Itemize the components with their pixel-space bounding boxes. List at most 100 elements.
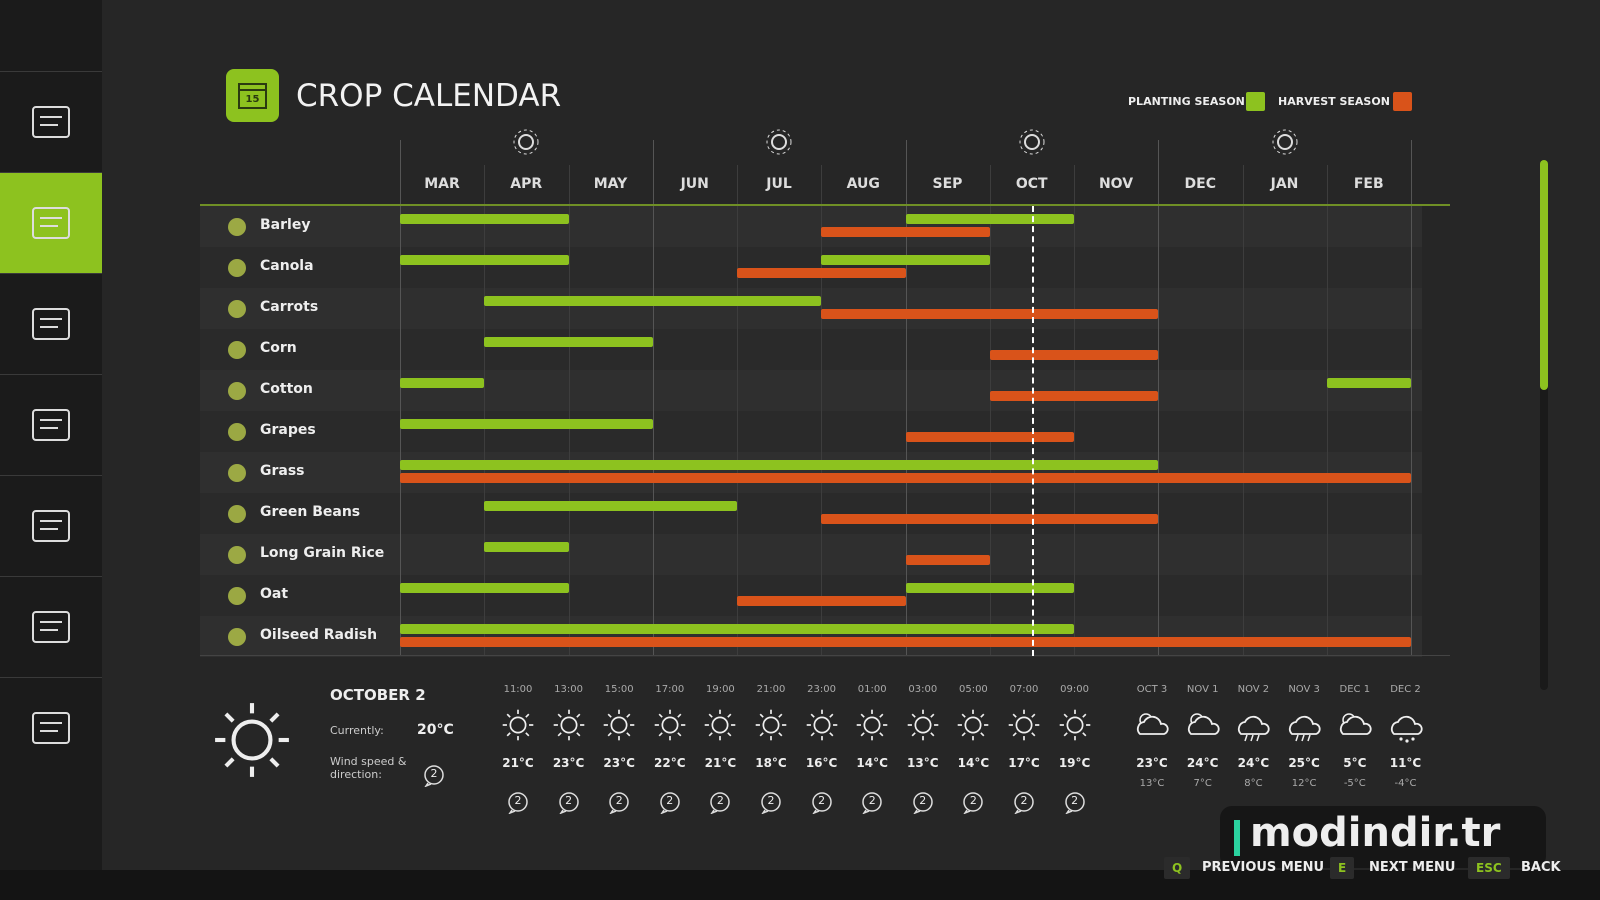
- sun-glyph: [907, 709, 939, 741]
- planting-bar: [821, 255, 990, 265]
- sidebar-item[interactable]: [0, 273, 102, 374]
- scrollbar: [1540, 160, 1548, 690]
- harvest-bar: [905, 432, 1074, 442]
- month-label: JUL: [766, 176, 792, 192]
- hour-time: 21:00: [756, 684, 786, 695]
- hour-time: 01:00: [857, 684, 887, 695]
- planting-bar: [400, 214, 569, 224]
- sidebar-item[interactable]: [0, 475, 102, 576]
- calendar-glyph: 15: [238, 83, 267, 109]
- sun-glyph: [215, 703, 289, 777]
- planting-bar: [400, 378, 485, 388]
- harvest-bar: [737, 596, 906, 606]
- menu-glyph: [32, 712, 70, 744]
- key-label[interactable]: BACK: [1521, 860, 1561, 875]
- hour-temp: 23°C: [552, 756, 585, 770]
- wind-value: 2: [969, 794, 977, 807]
- key-e[interactable]: E: [1330, 857, 1355, 879]
- wind-label: Wind speed & direction:: [330, 755, 407, 781]
- planting-bar: [400, 460, 1159, 470]
- wind-value: 2: [430, 767, 438, 780]
- hour-time: 09:00: [1060, 684, 1089, 695]
- column-line: [652, 140, 654, 655]
- wind-value: 2: [716, 794, 724, 807]
- month-label: MAR: [424, 176, 460, 192]
- sun-glyph: [553, 709, 584, 741]
- weather-date: OCTOBER 2: [330, 686, 426, 704]
- month-label: JUN: [680, 176, 709, 192]
- crop-icon: [228, 300, 246, 318]
- hour-wind: 2: [1063, 790, 1087, 815]
- menu-glyph: [32, 510, 70, 542]
- planting-bar: [484, 296, 822, 306]
- hour-time: 15:00: [604, 684, 634, 695]
- month-label: OCT: [1015, 176, 1048, 192]
- column-line: [1242, 165, 1244, 655]
- hour-temp: 17°C: [1008, 756, 1040, 770]
- season-glyph: [766, 129, 792, 155]
- month-label: JAN: [1270, 176, 1299, 192]
- hour-temp: 21°C: [502, 756, 534, 770]
- wind-value: 2: [818, 794, 826, 807]
- sun-glyph: [603, 709, 635, 741]
- column-line: [821, 165, 823, 655]
- crop-row: Green Beans: [200, 493, 1422, 534]
- crop-icon: [228, 464, 246, 482]
- planting-bar: [400, 419, 653, 429]
- harvest-bar: [821, 227, 990, 237]
- hour-icon: [703, 708, 737, 742]
- header-line: [200, 204, 1450, 206]
- day-icon: [1183, 708, 1223, 744]
- wind-badge: 2: [422, 763, 446, 788]
- planting-bar: [400, 583, 569, 593]
- crop-name: Canola: [260, 258, 314, 274]
- crop-icon: [228, 259, 246, 277]
- month-label: APR: [510, 176, 543, 192]
- day-high: 23°C: [1136, 756, 1168, 770]
- sidebar-item[interactable]: [0, 172, 102, 273]
- sidebar-item[interactable]: [0, 374, 102, 475]
- crop-name: Barley: [260, 217, 311, 233]
- current-temp: 20°C: [417, 722, 454, 738]
- scroll-thumb[interactable]: [1540, 160, 1548, 390]
- harvest-bar: [989, 350, 1159, 360]
- column-line: [1411, 140, 1412, 655]
- crop-row: Carrots: [200, 288, 1422, 329]
- menu-glyph: [32, 409, 70, 441]
- sidebar-item[interactable]: [0, 576, 102, 677]
- sidebar-item[interactable]: [0, 677, 102, 778]
- day-low: 8°C: [1244, 778, 1263, 789]
- current-label: Currently:: [330, 724, 384, 737]
- hour-temp: 22°C: [654, 756, 686, 770]
- hour-icon: [754, 708, 788, 742]
- hour-icon: [906, 708, 940, 742]
- key-esc[interactable]: ESC: [1468, 857, 1510, 879]
- planting-bar: [905, 583, 1074, 593]
- key-label[interactable]: NEXT MENU: [1369, 860, 1456, 875]
- page-title: CROP CALENDAR: [296, 78, 562, 114]
- crop-row: Grapes: [200, 411, 1422, 452]
- season-icon: [511, 127, 541, 157]
- hour-wind: 2: [506, 790, 530, 815]
- sun-glyph: [958, 709, 989, 741]
- big-sun: [211, 699, 293, 781]
- key-label[interactable]: PREVIOUS MENU: [1202, 860, 1325, 875]
- day-date: DEC 2: [1390, 684, 1421, 695]
- day-low: -4°C: [1394, 778, 1417, 789]
- day-high: 24°C: [1186, 756, 1219, 770]
- crop-name: Carrots: [260, 299, 319, 315]
- crop-row: Canola: [200, 247, 1422, 288]
- sidebar-item[interactable]: [0, 71, 102, 172]
- wind-value: 2: [868, 794, 876, 807]
- hour-time: 17:00: [655, 684, 685, 695]
- wind-value: 2: [1020, 794, 1028, 807]
- month-label: SEP: [932, 176, 963, 192]
- month-label: DEC: [1184, 176, 1216, 192]
- day-high: 11°C: [1389, 756, 1422, 770]
- key-q[interactable]: Q: [1164, 857, 1191, 879]
- hour-icon: [552, 708, 586, 742]
- planting-bar: [484, 337, 653, 347]
- day-icon: [1284, 708, 1324, 744]
